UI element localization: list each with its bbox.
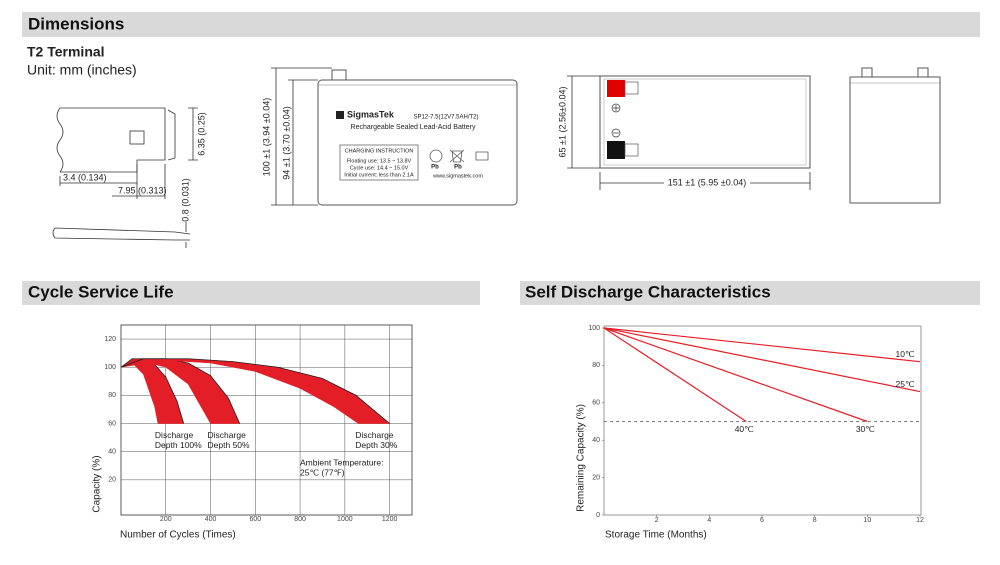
x-tick-label: 6: [760, 517, 764, 524]
model: SP12-7.5(12V7.5AH/T2): [413, 115, 478, 121]
dimension-label: 94 ±1 (3.70 ±0.04): [281, 106, 291, 179]
y-tick-label: 20: [592, 474, 600, 481]
y-tick-label: 80: [592, 362, 600, 369]
dimension-label: 0.8 (0.031): [180, 178, 190, 222]
series-label: 30℃: [856, 424, 875, 434]
x-axis-label: Storage Time (Months): [605, 530, 707, 541]
terminal-drawing: [52, 107, 198, 248]
dimension-label: 65 ±1 (2.56±0.04): [557, 87, 567, 158]
unit-label: Unit: mm (inches): [27, 62, 137, 78]
curve-label: Discharge: [208, 430, 247, 440]
curve-label: Discharge: [155, 430, 194, 440]
discharge-line: [603, 327, 868, 423]
x-tick-label: 12: [916, 517, 924, 524]
x-tick-label: 10: [863, 517, 871, 524]
discharge-line: [603, 327, 747, 423]
section-bar: [520, 281, 980, 305]
x-axis-label: Number of Cycles (Times): [120, 530, 236, 541]
y-tick-label: 60: [108, 420, 116, 427]
curve-label: Depth 50%: [208, 440, 250, 450]
terminal-title: T2 Terminal: [27, 44, 105, 60]
curve-label: Discharge: [355, 430, 394, 440]
recycle-label: Pb: [454, 165, 462, 171]
dimension-label: 100 ±1 (3.94 ±0.04): [261, 98, 271, 176]
charging-title: CHARGING INSTRUCTION: [345, 148, 414, 154]
x-tick-label: 4: [707, 517, 711, 524]
recycle-label: Pb: [431, 165, 439, 171]
y-tick-label: 80: [108, 392, 116, 399]
y-tick-label: 40: [592, 437, 600, 444]
x-tick-label: 1000: [337, 516, 353, 523]
dimension-label: 7.95 (0.313): [118, 185, 167, 195]
x-tick-label: 400: [205, 516, 217, 523]
brand: SigmasTek: [347, 109, 395, 119]
curve-label: Depth 30%: [355, 440, 397, 450]
x-tick-label: 8: [813, 517, 817, 524]
battery-side: [849, 67, 941, 204]
section-bar: [22, 281, 480, 305]
charging-line: Floating use: 13.5 ~ 13.8V: [347, 158, 412, 164]
battery-top: [567, 75, 811, 190]
battery-front: [271, 67, 518, 206]
charging-line: Cycle use: 14.4 ~ 15.0V: [350, 165, 409, 171]
annotation: 25℃ (77℉): [300, 467, 345, 477]
section-title: Dimensions: [28, 14, 124, 33]
dimension-label: 6.35 (0.25): [196, 112, 206, 156]
y-axis-label: Capacity (%): [92, 455, 103, 512]
website: www.sigmastek.com: [432, 173, 483, 179]
plot-frame: [120, 324, 413, 516]
charging-line: Initial current: less than 2.1A: [344, 172, 414, 178]
plot-frame: [603, 325, 922, 516]
discharge-line: [603, 327, 921, 363]
y-tick-label: 100: [104, 364, 116, 371]
y-tick-label: 20: [108, 477, 116, 484]
y-axis-label: Remaining Capacity (%): [576, 404, 587, 512]
section-title: Self Discharge Characteristics: [525, 282, 771, 301]
dimension-label: 3.4 (0.134): [63, 172, 107, 182]
dimension-label: 151 ±1 (5.95 ±0.04): [668, 177, 746, 187]
description: Rechargeable Sealed Lead-Acid Battery: [351, 124, 476, 131]
section-title: Cycle Service Life: [28, 282, 174, 301]
x-tick-label: 600: [249, 516, 261, 523]
annotation: Ambient Temperature:: [300, 457, 383, 467]
x-tick-label: 2: [655, 517, 659, 524]
series-label: 10℃: [895, 349, 914, 359]
section-bar: [22, 12, 980, 37]
x-tick-label: 1200: [382, 516, 398, 523]
discharge-line: [603, 327, 921, 393]
y-tick-label: 100: [588, 325, 600, 332]
series-label: 40℃: [735, 424, 754, 434]
capacity-curve: [120, 358, 390, 424]
x-tick-label: 200: [160, 516, 172, 523]
y-tick-label: 120: [104, 336, 116, 343]
y-tick-label: 0: [596, 512, 600, 519]
x-tick-label: 800: [294, 516, 306, 523]
y-tick-label: 60: [592, 400, 600, 407]
y-tick-label: 40: [108, 449, 116, 456]
curve-label: Depth 100%: [155, 440, 202, 450]
series-label: 25℃: [895, 379, 914, 389]
